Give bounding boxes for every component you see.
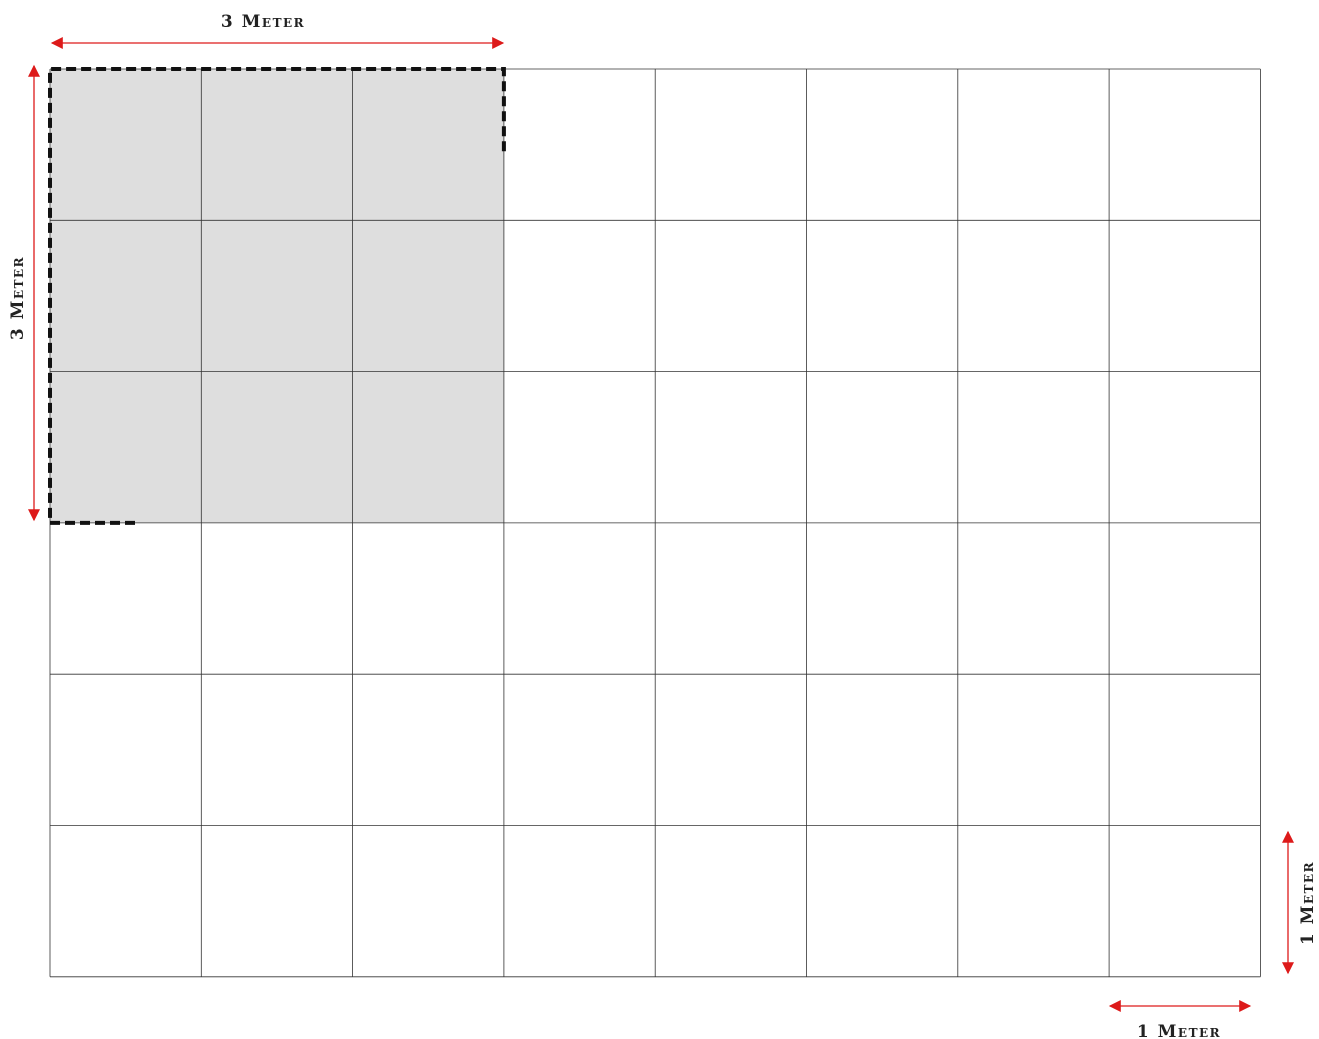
top-width-label: 3 Meter	[221, 12, 305, 32]
left-height-dimension: 3 Meter	[8, 64, 40, 522]
meter-grid	[49, 68, 1261, 978]
cell-width-label: 1 Meter	[1137, 1022, 1221, 1039]
cell-height-dimension: 1 Meter	[1282, 830, 1318, 975]
highlight-dashed-outline	[48, 67, 506, 525]
highlight-fill	[50, 69, 504, 523]
cell-height-label: 1 Meter	[1298, 861, 1318, 945]
top-width-dimension: 3 Meter	[50, 12, 505, 49]
highlight-dashed-border	[48, 67, 506, 525]
cell-width-dimension: 1 Meter	[1108, 1000, 1252, 1039]
left-height-label: 3 Meter	[8, 256, 28, 340]
highlighted-area	[50, 69, 504, 523]
